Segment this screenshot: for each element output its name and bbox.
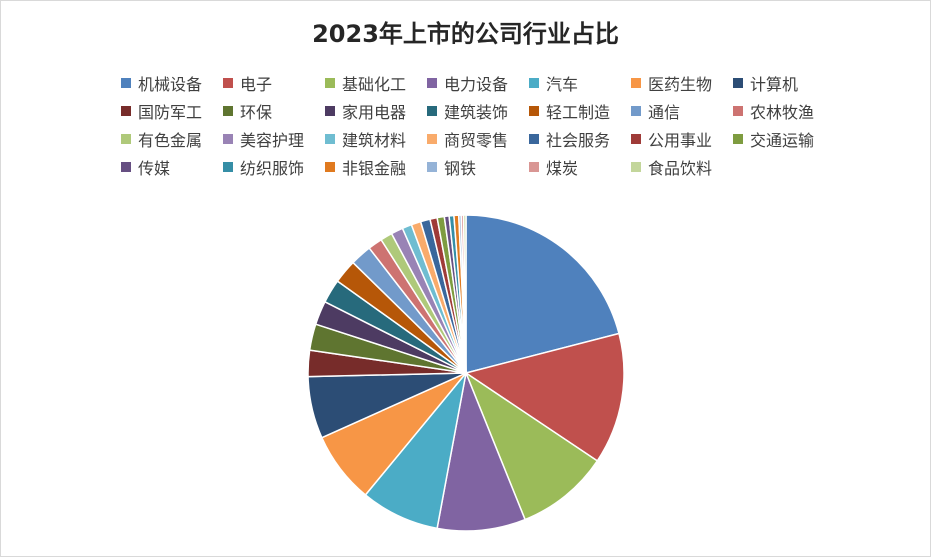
legend-label: 电子 xyxy=(240,75,273,94)
legend-swatch xyxy=(631,106,641,116)
legend-swatch xyxy=(529,106,539,116)
legend-label: 交通运输 xyxy=(750,131,815,150)
legend-item: 煤炭 xyxy=(529,156,631,178)
legend-swatch xyxy=(121,134,131,144)
legend-item: 传媒 xyxy=(121,156,223,178)
legend-swatch xyxy=(427,106,437,116)
legend-label: 传媒 xyxy=(138,159,171,178)
pie-slice-2 xyxy=(465,332,625,462)
legend-label: 通信 xyxy=(648,103,681,122)
legend: 机械设备 电子 基础化工 电力设备 汽车 医药生物 计算机国防军工 环保 家用电器 建筑装饰 轻工制… xyxy=(121,72,841,178)
legend-swatch xyxy=(223,162,233,172)
legend-label: 煤炭 xyxy=(546,159,579,178)
legend-item: 电子 xyxy=(223,72,325,94)
legend-label: 环保 xyxy=(240,103,273,122)
legend-swatch xyxy=(121,162,131,172)
legend-item: 社会服务 xyxy=(529,128,631,150)
legend-label: 基础化工 xyxy=(342,75,407,94)
legend-label: 非银金融 xyxy=(342,159,407,178)
chart-title: 2023年上市的公司行业占比 xyxy=(312,20,619,48)
legend-item: 国防军工 xyxy=(121,100,223,122)
legend-swatch xyxy=(427,78,437,88)
legend-swatch xyxy=(223,78,233,88)
legend-swatch xyxy=(121,78,131,88)
legend-label: 食品饮料 xyxy=(648,159,713,178)
legend-item: 建筑装饰 xyxy=(427,100,529,122)
legend-swatch xyxy=(631,134,641,144)
legend-swatch xyxy=(733,134,743,144)
legend-item: 家用电器 xyxy=(325,100,427,122)
legend-label: 轻工制造 xyxy=(546,103,611,122)
legend-item: 计算机 xyxy=(733,72,835,94)
legend-swatch xyxy=(427,162,437,172)
legend-item: 公用事业 xyxy=(631,128,733,150)
legend-label: 美容护理 xyxy=(240,131,305,150)
legend-swatch xyxy=(631,162,641,172)
legend-item: 交通运输 xyxy=(733,128,835,150)
legend-item: 环保 xyxy=(223,100,325,122)
legend-item: 轻工制造 xyxy=(529,100,631,122)
legend-item: 有色金属 xyxy=(121,128,223,150)
legend-swatch xyxy=(529,78,539,88)
legend-swatch xyxy=(427,134,437,144)
legend-label: 公用事业 xyxy=(648,131,713,150)
legend-swatch xyxy=(325,134,335,144)
legend-item: 医药生物 xyxy=(631,72,733,94)
legend-swatch xyxy=(529,134,539,144)
legend-label: 家用电器 xyxy=(342,103,407,122)
legend-item: 农林牧渔 xyxy=(733,100,835,122)
legend-label: 机械设备 xyxy=(138,75,203,94)
legend-label: 建筑材料 xyxy=(342,131,407,150)
legend-label: 农林牧渔 xyxy=(750,103,815,122)
legend-item: 机械设备 xyxy=(121,72,223,94)
legend-item: 商贸零售 xyxy=(427,128,529,150)
legend-item: 基础化工 xyxy=(325,72,427,94)
legend-item: 非银金融 xyxy=(325,156,427,178)
legend-label: 社会服务 xyxy=(546,131,611,150)
legend-label: 钢铁 xyxy=(444,159,477,178)
legend-label: 纺织服饰 xyxy=(240,159,305,178)
legend-item: 通信 xyxy=(631,100,733,122)
legend-item: 汽车 xyxy=(529,72,631,94)
legend-swatch xyxy=(325,78,335,88)
pie-slice-3 xyxy=(465,372,599,521)
legend-swatch xyxy=(325,162,335,172)
legend-label: 医药生物 xyxy=(648,75,713,94)
legend-label: 国防军工 xyxy=(138,103,203,122)
legend-label: 建筑装饰 xyxy=(444,103,509,122)
pie-slice-1 xyxy=(465,214,620,374)
legend-item: 建筑材料 xyxy=(325,128,427,150)
legend-swatch xyxy=(325,106,335,116)
legend-label: 有色金属 xyxy=(138,131,203,150)
legend-item: 纺织服饰 xyxy=(223,156,325,178)
legend-swatch xyxy=(121,106,131,116)
pie-slice-27 xyxy=(462,214,467,374)
legend-item: 电力设备 xyxy=(427,72,529,94)
legend-label: 计算机 xyxy=(750,75,799,94)
legend-item: 美容护理 xyxy=(223,128,325,150)
legend-label: 汽车 xyxy=(546,75,579,94)
legend-label: 商贸零售 xyxy=(444,131,509,150)
legend-swatch xyxy=(631,78,641,88)
legend-item: 钢铁 xyxy=(427,156,529,178)
legend-swatch xyxy=(733,106,743,116)
legend-swatch xyxy=(223,134,233,144)
legend-swatch xyxy=(529,162,539,172)
legend-label: 电力设备 xyxy=(444,75,509,94)
legend-swatch xyxy=(733,78,743,88)
legend-item: 食品饮料 xyxy=(631,156,733,178)
legend-swatch xyxy=(223,106,233,116)
